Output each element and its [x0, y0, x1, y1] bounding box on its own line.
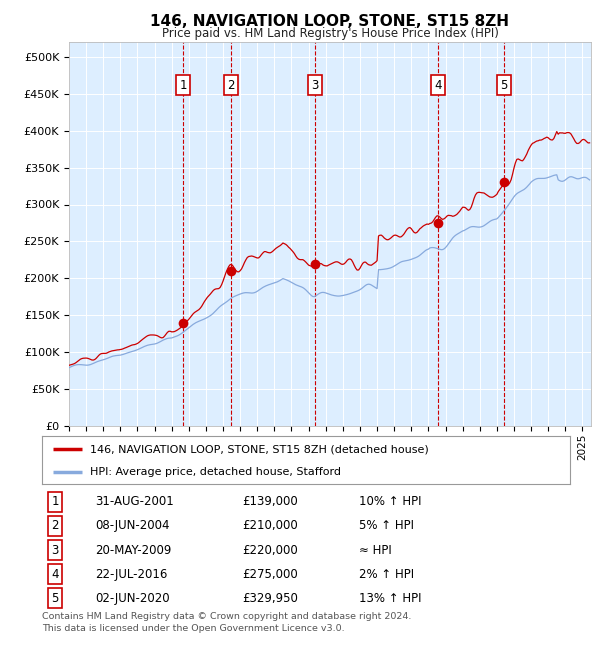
Text: This data is licensed under the Open Government Licence v3.0.: This data is licensed under the Open Gov…	[42, 624, 344, 633]
Text: 2: 2	[227, 79, 235, 92]
Text: 13% ↑ HPI: 13% ↑ HPI	[359, 592, 421, 604]
Text: 02-JUN-2020: 02-JUN-2020	[95, 592, 169, 604]
Text: 4: 4	[52, 567, 59, 580]
Text: 4: 4	[434, 79, 442, 92]
Text: HPI: Average price, detached house, Stafford: HPI: Average price, detached house, Staf…	[89, 467, 341, 477]
Text: 20-MAY-2009: 20-MAY-2009	[95, 543, 171, 556]
Text: 2% ↑ HPI: 2% ↑ HPI	[359, 567, 414, 580]
Text: £210,000: £210,000	[242, 519, 298, 532]
Text: 5: 5	[500, 79, 508, 92]
Text: £139,000: £139,000	[242, 495, 298, 508]
Text: 3: 3	[311, 79, 319, 92]
Text: 5: 5	[52, 592, 59, 604]
Text: 22-JUL-2016: 22-JUL-2016	[95, 567, 167, 580]
Text: 08-JUN-2004: 08-JUN-2004	[95, 519, 169, 532]
Text: 31-AUG-2001: 31-AUG-2001	[95, 495, 173, 508]
Text: 146, NAVIGATION LOOP, STONE, ST15 8ZH: 146, NAVIGATION LOOP, STONE, ST15 8ZH	[151, 14, 509, 29]
Text: 10% ↑ HPI: 10% ↑ HPI	[359, 495, 421, 508]
Text: Contains HM Land Registry data © Crown copyright and database right 2024.: Contains HM Land Registry data © Crown c…	[42, 612, 412, 621]
Text: 1: 1	[179, 79, 187, 92]
Text: 2: 2	[52, 519, 59, 532]
Text: £275,000: £275,000	[242, 567, 298, 580]
Text: 5% ↑ HPI: 5% ↑ HPI	[359, 519, 414, 532]
Text: Price paid vs. HM Land Registry's House Price Index (HPI): Price paid vs. HM Land Registry's House …	[161, 27, 499, 40]
Text: 3: 3	[52, 543, 59, 556]
Text: ≈ HPI: ≈ HPI	[359, 543, 392, 556]
Text: 1: 1	[52, 495, 59, 508]
Text: £329,950: £329,950	[242, 592, 299, 604]
Text: £220,000: £220,000	[242, 543, 298, 556]
Text: 146, NAVIGATION LOOP, STONE, ST15 8ZH (detached house): 146, NAVIGATION LOOP, STONE, ST15 8ZH (d…	[89, 444, 428, 454]
